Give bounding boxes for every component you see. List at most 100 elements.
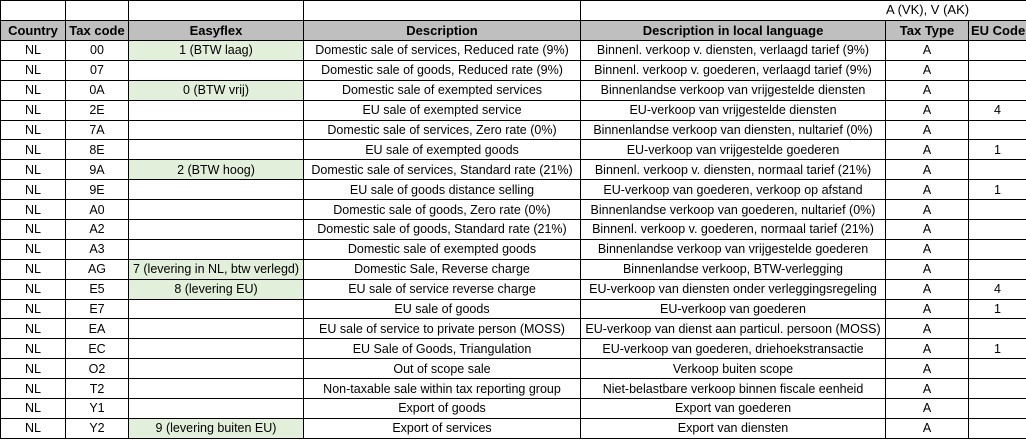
cell-description[interactable]: Out of scope sale bbox=[303, 358, 581, 380]
cell-tax-type[interactable]: A bbox=[885, 179, 969, 201]
cell-eu-code[interactable] bbox=[967, 59, 1026, 81]
cell-local-description[interactable]: Binnenlandse verkoop van vrijgestelde di… bbox=[580, 79, 886, 101]
cell-tax-code[interactable]: 8E bbox=[65, 139, 129, 161]
cell-tax-code[interactable]: 2E bbox=[65, 99, 129, 121]
cell-tax-code[interactable]: 0A bbox=[65, 79, 129, 101]
cell-tax-type[interactable]: A bbox=[885, 219, 969, 240]
cell-tax-code[interactable]: 00 bbox=[65, 40, 129, 61]
cell-tax-code[interactable]: 9E bbox=[65, 179, 129, 201]
cell-tax-type[interactable]: A bbox=[885, 79, 969, 101]
cell-easyflex[interactable] bbox=[128, 199, 304, 221]
cell-eu-code[interactable] bbox=[967, 40, 1026, 61]
col-header-local-description[interactable]: Description in local language bbox=[580, 20, 886, 41]
cell-country[interactable]: NL bbox=[0, 278, 66, 300]
cell-tax-code[interactable]: 7A bbox=[65, 119, 129, 141]
cell-country[interactable]: NL bbox=[0, 238, 66, 260]
cell-local-description[interactable]: EU-verkoop van goederen, driehoekstransa… bbox=[580, 338, 886, 360]
cell-tax-type[interactable]: A bbox=[885, 417, 969, 439]
cell-local-description[interactable]: Binnenl. verkoop v. diensten, verlaagd t… bbox=[580, 40, 886, 61]
cell-tax-type[interactable]: A bbox=[885, 278, 969, 300]
cell-local-description[interactable]: EU-verkoop van goederen, verkoop op afst… bbox=[580, 179, 886, 201]
col-header-country[interactable]: Country bbox=[0, 20, 66, 41]
cell-tax-code[interactable]: EA bbox=[65, 318, 129, 340]
cell-easyflex[interactable] bbox=[128, 318, 304, 340]
cell-eu-code[interactable] bbox=[967, 358, 1026, 380]
cell-local-description[interactable]: EU-verkoop van diensten onder verlegging… bbox=[580, 278, 886, 300]
cell-tax-type[interactable]: A bbox=[885, 40, 969, 61]
cell-description[interactable]: EU Sale of Goods, Triangulation bbox=[303, 338, 581, 360]
cell-tax-type[interactable]: A bbox=[885, 159, 969, 181]
cell-country[interactable]: NL bbox=[0, 79, 66, 101]
cell-country[interactable]: NL bbox=[0, 338, 66, 360]
col-header-easyflex[interactable]: Easyflex bbox=[128, 20, 304, 41]
cell-easyflex[interactable] bbox=[128, 358, 304, 380]
cell-easyflex[interactable] bbox=[128, 338, 304, 360]
cell-tax-type[interactable]: A bbox=[885, 99, 969, 121]
cell-tax-type[interactable]: A bbox=[885, 119, 969, 141]
cell-description[interactable]: Export of services bbox=[303, 417, 581, 439]
cell-local-description[interactable]: EU-verkoop van goederen bbox=[580, 298, 886, 320]
cell-tax-code[interactable]: 9A bbox=[65, 159, 129, 181]
cell-eu-code[interactable] bbox=[967, 199, 1026, 221]
cell-local-description[interactable]: EU-verkoop van dienst aan particul. pers… bbox=[580, 318, 886, 340]
cell-eu-code[interactable]: 1 bbox=[967, 298, 1026, 320]
col-header-tax-type[interactable]: Tax Type bbox=[885, 20, 969, 41]
cell-country[interactable]: NL bbox=[0, 159, 66, 181]
cell-tax-code[interactable]: Y1 bbox=[65, 398, 129, 419]
cell-tax-type[interactable]: A bbox=[885, 59, 969, 81]
cell-country[interactable]: NL bbox=[0, 398, 66, 419]
cell-tax-type[interactable]: A bbox=[885, 358, 969, 380]
cell-easyflex[interactable] bbox=[128, 238, 304, 260]
cell-country[interactable]: NL bbox=[0, 258, 66, 280]
col-header-tax-code[interactable]: Tax code bbox=[65, 20, 129, 41]
cell-local-description[interactable]: Niet-belastbare verkoop binnen fiscale e… bbox=[580, 378, 886, 400]
cell-country[interactable]: NL bbox=[0, 139, 66, 161]
cell-local-description[interactable]: Binnenl. verkoop v. goederen, normaal ta… bbox=[580, 219, 886, 240]
cell-tax-code[interactable]: Y2 bbox=[65, 417, 129, 439]
cell-tax-code[interactable]: T2 bbox=[65, 378, 129, 400]
cell-description[interactable]: EU sale of exempted service bbox=[303, 99, 581, 121]
cell-country[interactable]: NL bbox=[0, 378, 66, 400]
cell-tax-type[interactable]: A bbox=[885, 199, 969, 221]
cell-local-description[interactable]: Binnenl. verkoop v. diensten, normaal ta… bbox=[580, 159, 886, 181]
cell-country[interactable]: NL bbox=[0, 119, 66, 141]
cell-eu-code[interactable] bbox=[967, 79, 1026, 101]
cell-eu-code[interactable]: 1 bbox=[967, 338, 1026, 360]
cell-country[interactable]: NL bbox=[0, 59, 66, 81]
cell-eu-code[interactable] bbox=[967, 159, 1026, 181]
cell-eu-code[interactable]: 4 bbox=[967, 99, 1026, 121]
cell-tax-type[interactable]: A bbox=[885, 318, 969, 340]
cell-eu-code[interactable]: 1 bbox=[967, 179, 1026, 201]
cell-local-description[interactable]: Verkoop buiten scope bbox=[580, 358, 886, 380]
cell-tax-type[interactable]: A bbox=[885, 298, 969, 320]
cell-country[interactable]: NL bbox=[0, 219, 66, 240]
cell-eu-code[interactable] bbox=[967, 219, 1026, 240]
cell-eu-code[interactable] bbox=[967, 119, 1026, 141]
cell-description[interactable]: Export of goods bbox=[303, 398, 581, 419]
cell-easyflex[interactable] bbox=[128, 119, 304, 141]
cell-tax-code[interactable]: A0 bbox=[65, 199, 129, 221]
cell-easyflex[interactable] bbox=[128, 179, 304, 201]
cell-tax-code[interactable]: AG bbox=[65, 258, 129, 280]
cell-easyflex[interactable]: 9 (levering buiten EU) bbox=[128, 417, 304, 439]
cell-description[interactable]: Domestic sale of goods, Zero rate (0%) bbox=[303, 199, 581, 221]
cell-eu-code[interactable] bbox=[967, 238, 1026, 260]
cell-tax-code[interactable]: E5 bbox=[65, 278, 129, 300]
cell-description[interactable]: EU sale of service to private person (MO… bbox=[303, 318, 581, 340]
cell-easyflex[interactable] bbox=[128, 139, 304, 161]
cell-country[interactable]: NL bbox=[0, 199, 66, 221]
cell-eu-code[interactable] bbox=[967, 417, 1026, 439]
cell-easyflex[interactable] bbox=[128, 59, 304, 81]
cell-tax-code[interactable]: O2 bbox=[65, 358, 129, 380]
cell-country[interactable]: NL bbox=[0, 298, 66, 320]
cell-description[interactable]: EU sale of exempted goods bbox=[303, 139, 581, 161]
cell-local-description[interactable]: Binnenlandse verkoop van vrijgestelde go… bbox=[580, 238, 886, 260]
cell-easyflex[interactable] bbox=[128, 378, 304, 400]
cell-country[interactable]: NL bbox=[0, 318, 66, 340]
cell-local-description[interactable]: EU-verkoop van vrijgestelde goederen bbox=[580, 139, 886, 161]
cell-eu-code[interactable] bbox=[967, 318, 1026, 340]
cell-country[interactable]: NL bbox=[0, 99, 66, 121]
cell-description[interactable]: Domestic sale of goods, Reduced rate (9%… bbox=[303, 59, 581, 81]
cell-eu-code[interactable] bbox=[967, 258, 1026, 280]
cell-easyflex[interactable]: 1 (BTW laag) bbox=[128, 40, 304, 61]
